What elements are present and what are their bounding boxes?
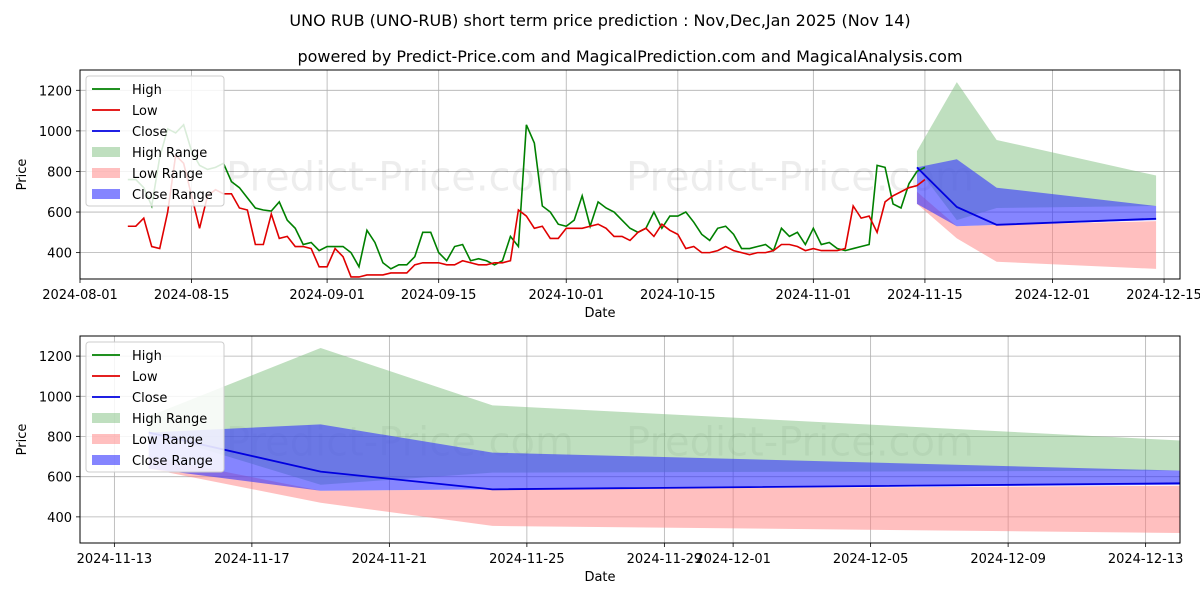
legend-low-range-label: Low Range xyxy=(132,167,203,182)
y-tick-label: 1200 xyxy=(39,350,72,365)
y-tick-label: 400 xyxy=(47,247,72,262)
legend-low-label: Low xyxy=(132,104,158,119)
legend-high-range-swatch xyxy=(92,147,120,157)
legend: High Low Close High Range Low Range Close Ran… xyxy=(85,75,225,207)
legend-close-range-swatch xyxy=(92,455,120,465)
x-tick-label: 2024-11-29 xyxy=(627,552,703,567)
legend-high-range-swatch xyxy=(92,413,120,423)
y-tick-label: 800 xyxy=(47,430,72,445)
legend-high-range-label: High Range xyxy=(132,146,207,161)
legend: High Low Close High Range Low Range Close Ran… xyxy=(85,341,225,473)
legend-close-range-label: Close Range xyxy=(132,454,213,469)
plot-area xyxy=(127,82,1157,278)
legend-close-range-label: Close Range xyxy=(132,188,213,203)
x-tick-label: 2024-09-15 xyxy=(401,288,477,303)
x-tick-label: 2024-12-01 xyxy=(695,552,771,567)
y-axis-label: Price xyxy=(15,159,30,191)
axes-frame xyxy=(79,69,1181,280)
y-axis-label: Price xyxy=(15,424,30,456)
x-tick-label: 2024-09-01 xyxy=(289,288,365,303)
legend-high-label: High xyxy=(132,83,162,98)
x-tick-label: 2024-10-01 xyxy=(528,288,604,303)
legend-high-range-label: High Range xyxy=(132,412,207,427)
axes-frame xyxy=(79,335,1181,544)
legend-close-label: Close xyxy=(132,125,167,140)
x-tick-label: 2024-08-15 xyxy=(154,288,230,303)
x-tick-label: 2024-12-01 xyxy=(1015,288,1091,303)
y-tick-label: 800 xyxy=(47,165,72,180)
x-tick-label: 2024-12-09 xyxy=(970,552,1046,567)
y-tick-label: 400 xyxy=(47,511,72,526)
x-tick-label: 2024-11-17 xyxy=(214,552,290,567)
x-tick-label: 2024-08-01 xyxy=(42,288,118,303)
x-axis-label: Date xyxy=(584,570,615,585)
legend-close-label: Close xyxy=(132,391,167,406)
x-tick-label: 2024-11-15 xyxy=(887,288,963,303)
y-tick-label: 1200 xyxy=(39,84,72,99)
x-tick-label: 2024-12-15 xyxy=(1126,288,1200,303)
y-tick-label: 1000 xyxy=(39,390,72,405)
plot-area xyxy=(148,348,1180,533)
low-range-band xyxy=(916,191,1157,269)
legend-box xyxy=(85,341,225,473)
legend-low-range-swatch xyxy=(92,434,120,444)
high-series-line xyxy=(127,123,926,270)
x-tick-label: 2024-10-15 xyxy=(640,288,716,303)
low-series-line xyxy=(127,153,926,278)
legend-close-range-swatch xyxy=(92,189,120,199)
legend-high-label: High xyxy=(132,349,162,364)
x-tick-label: 2024-11-21 xyxy=(352,552,428,567)
legend-box xyxy=(85,75,225,207)
x-axis-label: Date xyxy=(584,306,615,321)
legend-low-label: Low xyxy=(132,370,158,385)
x-tick-label: 2024-11-01 xyxy=(776,288,852,303)
low-range-band xyxy=(148,456,1180,533)
y-tick-label: 600 xyxy=(47,206,72,221)
close-series-line xyxy=(148,431,1180,491)
x-tick-label: 2024-12-13 xyxy=(1108,552,1184,567)
watermark: Predict-Price.com xyxy=(226,155,574,201)
x-tick-label: 2024-11-13 xyxy=(77,552,153,567)
watermark: Predict-Price.com xyxy=(626,155,974,201)
x-tick-label: 2024-11-25 xyxy=(489,552,565,567)
y-tick-label: 1000 xyxy=(39,125,72,140)
close-range-band xyxy=(916,159,1157,227)
close-series-line xyxy=(916,166,1157,226)
x-tick-label: 2024-12-05 xyxy=(833,552,909,567)
close-range-band xyxy=(148,424,1180,491)
chart-subtitle: powered by Predict-Price.com and Magical… xyxy=(297,47,962,66)
y-tick-label: 600 xyxy=(47,471,72,486)
legend-low-range-label: Low Range xyxy=(132,433,203,448)
chart-title: UNO RUB (UNO-RUB) short term price predi… xyxy=(289,11,910,30)
legend-low-range-swatch xyxy=(92,168,120,178)
bottom-chart: 2024-11-13 2024-11-17 2024-11-21 2024-11-25… xyxy=(15,335,1184,585)
top-chart: 2024-08-01 2024-08-15 2024-09-01 2024-09-15… xyxy=(15,69,1200,321)
